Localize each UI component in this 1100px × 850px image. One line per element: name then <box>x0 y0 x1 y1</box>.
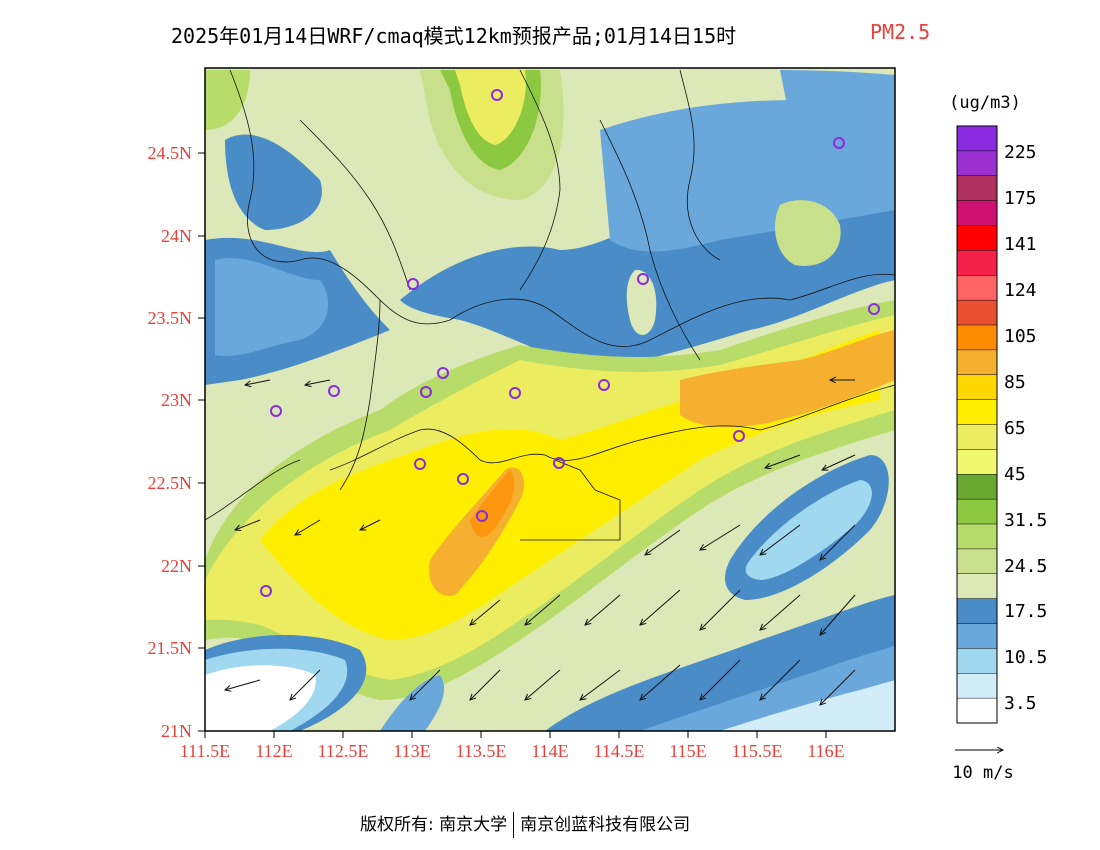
title-main: 2025年01月14日WRF/cmaq模式12km预报产品;01月14日15时 <box>171 24 737 48</box>
lat-label: 21.5N <box>148 638 193 658</box>
legend-unit: (ug/m3) <box>949 93 1021 113</box>
lon-label: 116E <box>807 741 844 761</box>
legend-swatch <box>957 200 997 226</box>
legend-label: 3.5 <box>1004 693 1037 714</box>
legend-swatch <box>957 698 997 724</box>
legend-swatch <box>957 424 997 450</box>
lon-label: 115E <box>669 741 706 761</box>
lat-label: 24.5N <box>148 143 193 163</box>
footer-separator <box>513 812 515 838</box>
legend-label: 105 <box>1004 326 1037 347</box>
legend-swatch <box>957 250 997 276</box>
lat-label: 23.5N <box>148 308 193 328</box>
legend-label: 10.5 <box>1004 647 1047 668</box>
lon-label: 113.5E <box>456 741 507 761</box>
legend-swatch <box>957 325 997 351</box>
legend-label: 141 <box>1004 234 1037 255</box>
copyright-footer: 版权所有: 南京大学 南京创蓝科技有限公司 <box>360 810 690 838</box>
lat-label: 24N <box>161 226 192 246</box>
legend-label: 17.5 <box>1004 601 1047 622</box>
legend-label: 45 <box>1004 464 1026 485</box>
wind-scale: 10 m/s <box>952 750 1014 783</box>
lat-label: 22N <box>161 556 192 576</box>
footer-right: 南京创蓝科技有限公司 <box>520 815 691 835</box>
legend-swatch <box>957 573 997 600</box>
lon-label: 112.5E <box>318 741 369 761</box>
legend-frame <box>956 125 998 724</box>
legend-label: 85 <box>1004 372 1026 393</box>
footer-left: 版权所有: 南京大学 <box>360 815 508 835</box>
legend-swatch <box>957 673 997 699</box>
legend-swatch <box>957 399 997 425</box>
legend-swatch <box>957 449 997 475</box>
legend-swatch <box>957 598 997 624</box>
lat-axis: 24.5N 24N 23.5N 23N 22.5N 22N 21.5N 21N <box>148 143 205 741</box>
legend-swatch <box>957 225 997 251</box>
lon-label: 113E <box>393 741 430 761</box>
wind-scale-label: 10 m/s <box>952 763 1013 783</box>
color-legend: (ug/m3) 225 175 141 124 105 85 65 45 31.… <box>949 93 1047 724</box>
lat-label: 21N <box>161 721 192 741</box>
legend-swatch <box>957 300 997 326</box>
legend-swatch <box>957 474 997 500</box>
lat-label: 23N <box>161 390 192 410</box>
legend-swatch <box>957 175 997 202</box>
title-variable: PM2.5 <box>870 20 931 44</box>
legend-swatch <box>957 623 997 649</box>
legend-label: 175 <box>1004 188 1037 209</box>
pm25-field <box>205 68 895 731</box>
legend-label: 225 <box>1004 142 1037 163</box>
legend-swatches <box>957 126 997 724</box>
legend-label: 65 <box>1004 418 1026 439</box>
lon-label: 112E <box>255 741 292 761</box>
legend-swatch <box>957 548 997 575</box>
legend-label: 124 <box>1004 280 1037 301</box>
legend-swatch <box>957 126 997 152</box>
lon-label: 114.5E <box>594 741 645 761</box>
legend-swatch <box>957 150 997 177</box>
legend-label: 31.5 <box>1004 510 1047 531</box>
legend-label: 24.5 <box>1004 556 1047 577</box>
lon-label: 114E <box>531 741 568 761</box>
lon-label: 111.5E <box>180 741 230 761</box>
legend-swatch <box>957 648 997 674</box>
legend-swatch <box>957 499 997 525</box>
legend-swatch <box>957 349 997 376</box>
legend-swatch <box>957 524 997 550</box>
lon-label: 115.5E <box>732 741 783 761</box>
legend-swatch <box>957 275 997 301</box>
lon-axis: 111.5E 112E 112.5E 113E 113.5E 114E 114.… <box>180 731 845 761</box>
legend-swatch <box>957 374 997 401</box>
lat-label: 22.5N <box>148 473 193 493</box>
